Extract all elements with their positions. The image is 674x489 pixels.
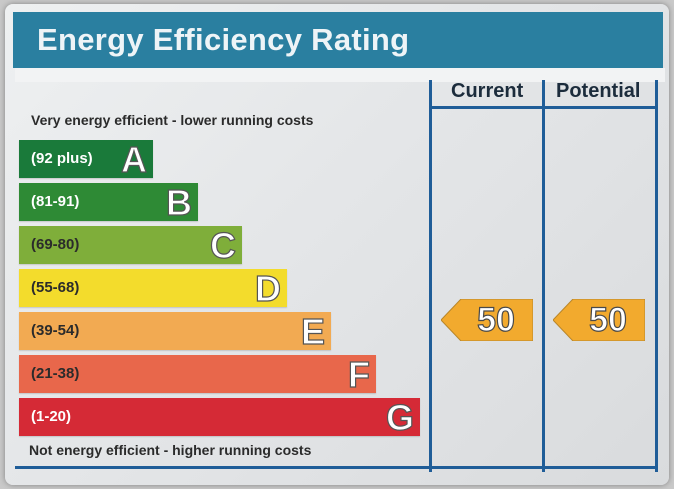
epc-card: Energy Efficiency Rating Very energy eff… — [5, 4, 669, 485]
potential-rating-value: 50 — [588, 300, 627, 339]
current-header: Current — [451, 80, 524, 102]
current-rating-value: 50 — [476, 300, 515, 339]
band-f: (21-38) F — [19, 353, 376, 396]
band-letter: B — [165, 181, 192, 223]
band-c: (69-80) C — [19, 224, 242, 267]
band-range-label: (55-68) — [31, 279, 80, 296]
current-arrow-shape — [441, 299, 533, 341]
band-e: (39-54) E — [19, 310, 331, 353]
band-b: (81-91) B — [19, 181, 198, 224]
bottom-note: Not energy efficient - higher running co… — [29, 442, 312, 458]
potential-arrow-shape — [553, 299, 645, 341]
bottom-line — [15, 466, 658, 469]
band-letter: G — [385, 396, 414, 438]
band-letter: D — [254, 267, 281, 309]
band-g: (1-20) G — [19, 396, 420, 439]
band-letter: E — [300, 310, 325, 352]
band-a: (92 plus) A — [19, 138, 153, 181]
title-banner: Energy Efficiency Rating — [13, 12, 663, 68]
band-letter: A — [120, 138, 147, 180]
band-range-label: (81-91) — [31, 193, 80, 210]
potential-right-line — [655, 80, 658, 472]
band-range-label: (69-80) — [31, 236, 80, 253]
chart-title: Energy Efficiency Rating — [37, 22, 410, 57]
band-letter: F — [347, 353, 370, 395]
band-range-label: (39-54) — [31, 322, 80, 339]
band-letter: C — [209, 224, 236, 266]
band-range-label: (1-20) — [31, 408, 72, 425]
band-range-label: (21-38) — [31, 365, 80, 382]
current-right-line — [542, 80, 545, 472]
current-left-line — [429, 80, 432, 472]
band-range-label: (92 plus) — [31, 150, 93, 167]
potential-header: Potential — [556, 80, 641, 102]
header-gap — [15, 68, 665, 82]
header-underline — [429, 106, 658, 109]
current-rating-arrow: 50 — [441, 299, 533, 341]
band-d: (55-68) D — [19, 267, 287, 310]
top-note: Very energy efficient - lower running co… — [31, 112, 314, 128]
potential-rating-arrow: 50 — [553, 299, 645, 341]
